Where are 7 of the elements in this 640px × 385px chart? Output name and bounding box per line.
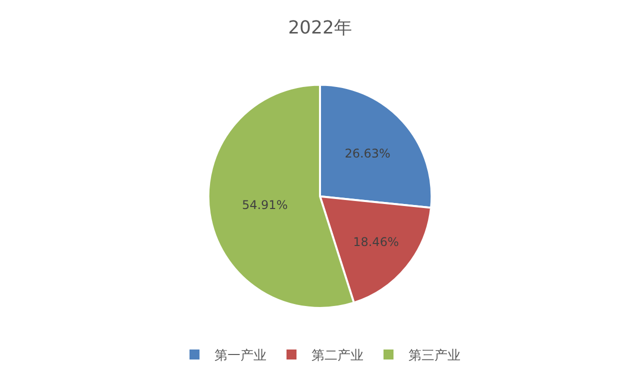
data-label: 54.91% [242,198,288,212]
data-label: 26.63% [344,146,390,160]
legend-label: 第三产业 [408,348,460,364]
data-label: 18.46% [353,234,399,249]
chart-title: 2022年 [288,17,352,38]
legend-label: 第一产业 [214,348,266,364]
legend-label: 第二产业 [312,348,364,364]
